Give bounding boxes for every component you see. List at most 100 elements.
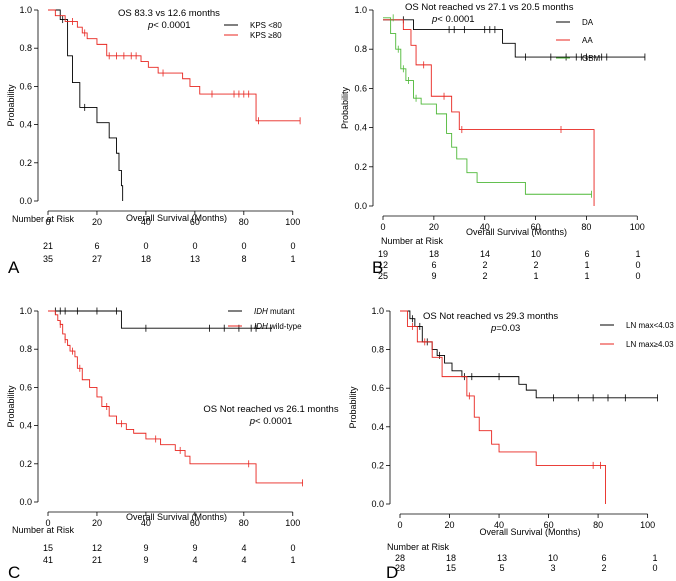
survival-curve-aa (383, 19, 595, 206)
y-axis-title: Probability (6, 84, 16, 127)
legend-label: LN max≥4.03 (626, 340, 674, 349)
risk-count: 9 (192, 543, 197, 553)
x-tick-label: 100 (640, 520, 655, 530)
x-axis-title: Overall Survival (Months) (126, 213, 227, 223)
risk-count: 35 (43, 254, 53, 264)
x-tick-label: 0 (397, 520, 402, 530)
legend-label-italic: IDH (254, 322, 268, 331)
survival-curve-ln-max-4-03 (400, 310, 606, 504)
risk-count: 0 (652, 563, 657, 573)
number-at-risk-title: Number at Risk (12, 525, 75, 535)
risk-count: 6 (94, 241, 99, 251)
risk-count: 2 (482, 271, 487, 281)
y-tick-label: 0.0 (19, 497, 32, 507)
legend-label: IDH mutant (254, 307, 295, 316)
risk-count: 2 (482, 260, 487, 270)
number-at-risk-title: Number at Risk (12, 214, 75, 224)
risk-count: 3 (550, 563, 555, 573)
y-tick-label: 0.8 (371, 345, 384, 355)
p-value-annotation: p< 0.0001 (147, 20, 191, 31)
risk-count: 28 (395, 563, 405, 573)
x-tick-label: 0 (45, 518, 50, 528)
y-tick-label: 0.0 (371, 499, 384, 509)
os-annotation: OS Not reached vs 29.3 months (423, 311, 558, 322)
survival-curve-ln-max-4-03 (400, 310, 658, 399)
legend-label-italic: IDH (254, 307, 268, 316)
risk-count: 19 (378, 249, 388, 259)
risk-count: 0 (192, 241, 197, 251)
y-tick-label: 0.2 (354, 162, 367, 172)
x-tick-label: 20 (445, 520, 455, 530)
x-tick-label: 60 (544, 520, 554, 530)
x-tick-label: 100 (630, 222, 645, 232)
x-tick-label: 80 (593, 520, 603, 530)
p-value-annotation-p: p (490, 323, 496, 334)
x-axis-title: Overall Survival (Months) (126, 512, 227, 522)
p-value-annotation-rest: < 0.0001 (153, 20, 190, 31)
p-value-annotation: p< 0.0001 (431, 14, 475, 25)
y-tick-label: 0.2 (19, 459, 32, 469)
risk-count: 15 (446, 563, 456, 573)
y-axis-title: Probability (340, 86, 350, 129)
y-axis-title: Probability (348, 386, 358, 429)
y-tick-label: 0.6 (371, 383, 384, 393)
p-value-annotation: p< 0.0001 (249, 416, 293, 427)
p-value-annotation-rest: < 0.0001 (437, 14, 474, 25)
y-tick-label: 0.4 (19, 120, 32, 130)
risk-count: 1 (290, 555, 295, 565)
risk-count: 9 (143, 543, 148, 553)
y-tick-label: 0.2 (371, 460, 384, 470)
risk-count: 28 (395, 553, 405, 563)
risk-count: 6 (431, 260, 436, 270)
risk-count: 0 (635, 260, 640, 270)
x-tick-label: 20 (92, 518, 102, 528)
survival-curve-idh-wild-type (48, 310, 303, 484)
risk-count: 8 (241, 254, 246, 264)
risk-count: 2 (533, 260, 538, 270)
x-tick-label: 80 (239, 518, 249, 528)
legend-label: DA (582, 18, 594, 27)
risk-count: 15 (43, 543, 53, 553)
risk-count: 18 (141, 254, 151, 264)
risk-count: 14 (480, 249, 490, 259)
legend-label-rest: mutant (268, 307, 295, 316)
risk-count: 0 (290, 543, 295, 553)
y-axis-title: Probability (6, 385, 16, 428)
os-annotation: OS Not reached vs 27.1 vs 20.5 months (405, 2, 574, 13)
risk-count: 0 (143, 241, 148, 251)
legend-label: LN max<4.03 (626, 321, 674, 330)
y-tick-label: 0.6 (19, 81, 32, 91)
risk-count: 6 (584, 249, 589, 259)
risk-count: 18 (446, 553, 456, 563)
risk-count: 4 (192, 555, 197, 565)
risk-count: 41 (43, 555, 53, 565)
p-value-annotation-p: p (249, 416, 255, 427)
y-tick-label: 0.2 (19, 158, 32, 168)
y-tick-label: 1.0 (19, 306, 32, 316)
x-axis-title: Overall Survival (Months) (479, 527, 580, 537)
risk-count: 12 (92, 543, 102, 553)
risk-count: 21 (43, 241, 53, 251)
x-tick-label: 20 (92, 217, 102, 227)
x-tick-label: 40 (141, 518, 151, 528)
y-tick-label: 1.0 (19, 5, 32, 15)
x-tick-label: 100 (285, 518, 300, 528)
y-tick-label: 0.4 (19, 421, 32, 431)
legend-label: GBM (582, 54, 601, 63)
risk-count: 25 (378, 271, 388, 281)
legend-label: KPS <80 (250, 21, 282, 30)
x-tick-label: 40 (494, 520, 504, 530)
risk-count: 9 (431, 271, 436, 281)
y-tick-label: 0.0 (354, 201, 367, 211)
p-value-annotation-p: p (147, 20, 153, 31)
x-tick-label: 40 (141, 217, 151, 227)
risk-count: 0 (241, 241, 246, 251)
x-tick-label: 100 (285, 217, 300, 227)
x-tick-label: 60 (531, 222, 541, 232)
x-tick-label: 60 (190, 518, 200, 528)
risk-count: 10 (548, 553, 558, 563)
os-annotation: OS Not reached vs 26.1 months (203, 404, 338, 415)
risk-count: 1 (584, 271, 589, 281)
